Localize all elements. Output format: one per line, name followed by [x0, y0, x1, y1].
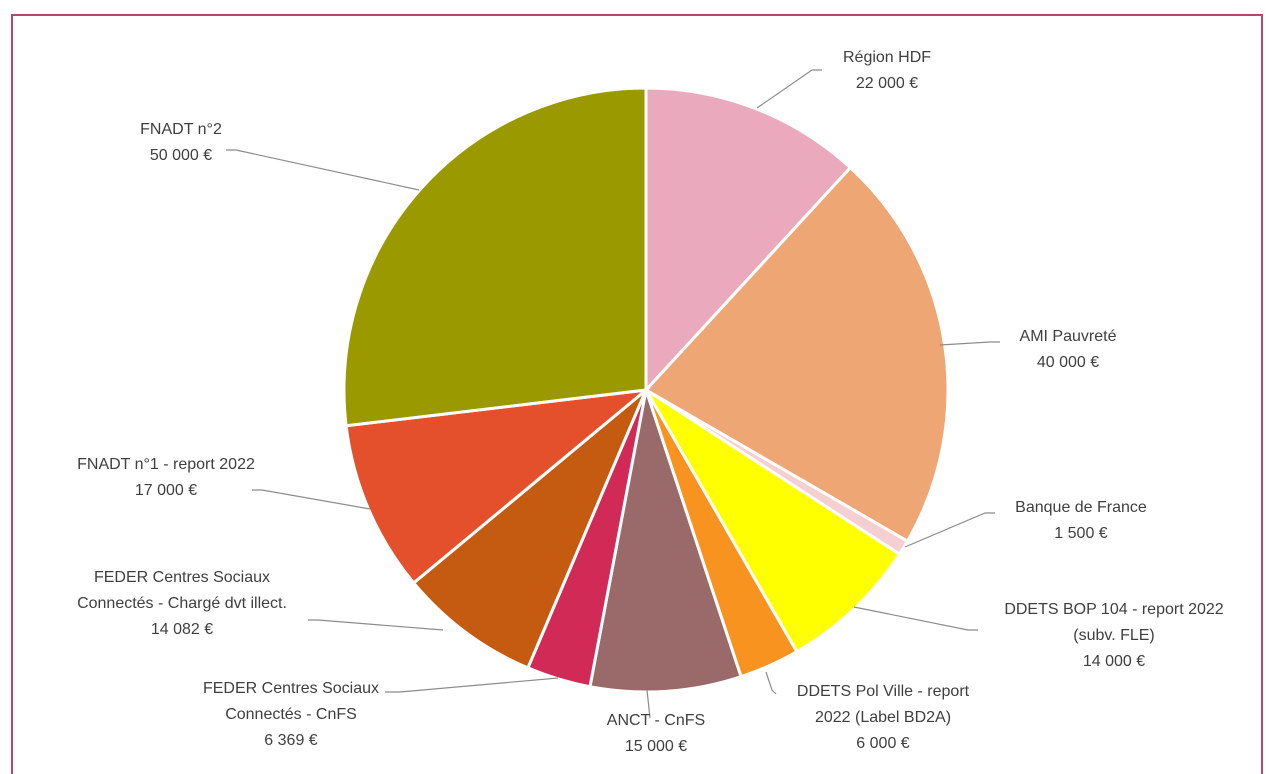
slice-name-label: ANCT - CnFS	[607, 712, 705, 729]
slice-name-label: FNADT n°1 - report 2022	[77, 456, 255, 473]
slice-name-label: Connectés - Chargé dvt illect.	[77, 595, 287, 612]
slice-labels: Région HDF 22 000 € AMI Pauvreté 40 000 € Ba…	[77, 49, 1224, 755]
pie-slice	[411, 388, 648, 670]
leader-line	[308, 619, 444, 631]
slice-value-label: 22 000 €	[856, 75, 918, 92]
slice-value-label: 40 000 €	[1037, 354, 1099, 371]
slice-name-label: Banque de France	[1015, 499, 1147, 516]
slice-name-label: AMI Pauvreté	[1020, 328, 1117, 345]
slice-name-label: FNADT n°2	[140, 121, 222, 138]
slice-name-label: Région HDF	[843, 49, 931, 66]
slice-label: FEDER Centres Sociaux Connectés - CnFS 6 3…	[203, 680, 379, 749]
chart-frame	[11, 14, 1263, 774]
pie-slice	[644, 86, 853, 394]
slice-value-label: 17 000 €	[135, 482, 197, 499]
leader-line	[756, 69, 822, 109]
slice-label: FEDER Centres Sociaux Connectés - Chargé …	[77, 569, 287, 638]
leader-line	[646, 689, 651, 719]
slice-value-label: 14 082 €	[151, 621, 213, 638]
leader-line	[853, 606, 978, 631]
pie-slice	[342, 86, 648, 428]
slice-name-label: (subv. FLE)	[1073, 627, 1155, 644]
slice-label: DDETS Pol Ville - report 2022 (Label BD2A…	[797, 683, 970, 752]
slice-name-label: DDETS BOP 104 - report 2022	[1004, 601, 1223, 618]
leader-line	[252, 489, 371, 510]
pie-slices	[342, 86, 950, 694]
slice-name-label: FEDER Centres Sociaux	[203, 680, 379, 697]
slice-value-label: 6 000 €	[856, 735, 909, 752]
leader-line	[904, 512, 995, 548]
slice-value-label: 50 000 €	[150, 147, 212, 164]
pie-slice	[588, 384, 743, 694]
slice-value-label: 15 000 €	[625, 738, 687, 755]
slice-label: Banque de France 1 500 €	[1015, 499, 1147, 542]
leader-line	[385, 677, 559, 693]
leader-line	[765, 671, 777, 695]
leader-line	[939, 341, 1000, 346]
leader-lines	[226, 69, 1000, 719]
slice-label: AMI Pauvreté 40 000 €	[1020, 328, 1117, 371]
slice-value-label: 1 500 €	[1054, 525, 1107, 542]
leader-line	[226, 149, 420, 191]
slice-name-label: Connectés - CnFS	[225, 706, 357, 723]
slice-label: FNADT n°2 50 000 €	[140, 121, 222, 164]
slice-label: Région HDF 22 000 €	[843, 49, 931, 92]
slice-label: ANCT - CnFS 15 000 €	[607, 712, 705, 755]
slice-label: DDETS BOP 104 - report 2022 (subv. FLE) 14…	[1004, 601, 1223, 670]
slice-value-label: 6 369 €	[264, 732, 317, 749]
slice-name-label: 2022 (Label BD2A)	[815, 709, 951, 726]
slice-label: FNADT n°1 - report 2022 17 000 €	[77, 456, 255, 499]
slice-name-label: FEDER Centres Sociaux	[94, 569, 270, 586]
slice-value-label: 14 000 €	[1083, 653, 1145, 670]
slice-name-label: DDETS Pol Ville - report	[797, 683, 970, 700]
pie-slice	[644, 388, 902, 654]
